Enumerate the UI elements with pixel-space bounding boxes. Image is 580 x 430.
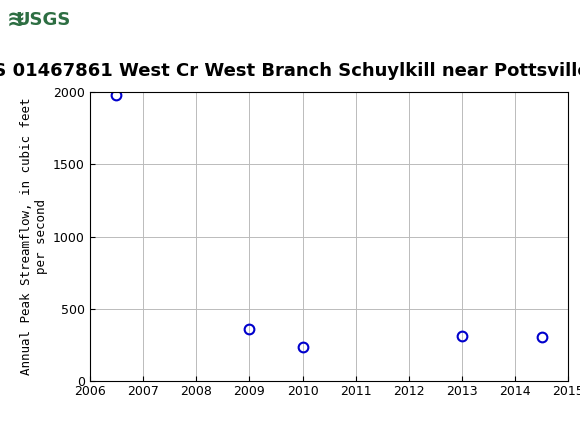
FancyBboxPatch shape <box>3 2 78 39</box>
Text: USGS 01467861 West Cr West Branch Schuylkill near Pottsville, PA: USGS 01467861 West Cr West Branch Schuyl… <box>0 62 580 80</box>
Text: USGS: USGS <box>16 12 71 29</box>
Y-axis label: Annual Peak Streamflow, in cubic feet
per second: Annual Peak Streamflow, in cubic feet pe… <box>20 98 48 375</box>
Text: ≋: ≋ <box>7 9 26 30</box>
